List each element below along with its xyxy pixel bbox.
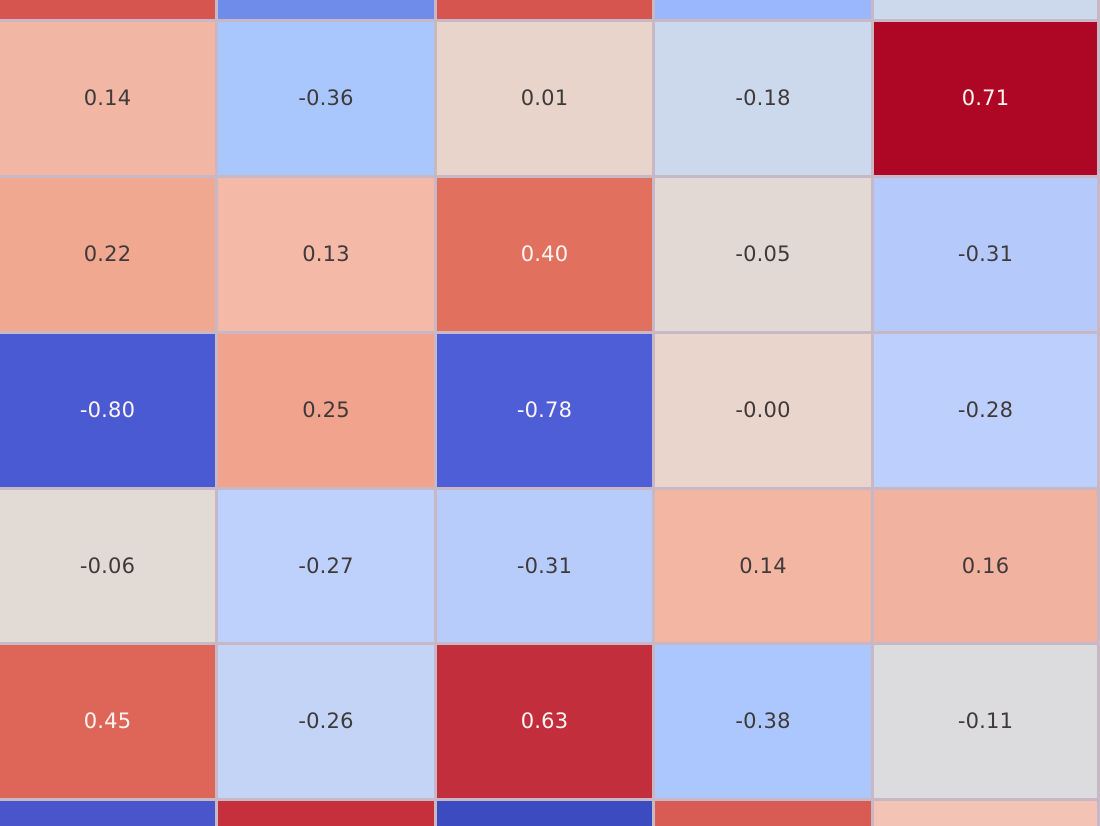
heatmap-cell[interactable]: 0.13 xyxy=(218,178,434,331)
heatmap-cell-value: -0.78 xyxy=(516,398,573,422)
heatmap-cell-value: -0.36 xyxy=(298,86,354,110)
heatmap-cell-value: -0.27 xyxy=(298,553,354,578)
heatmap-cell[interactable]: -0.06 xyxy=(0,490,215,642)
heatmap-cell-value: 0.40 xyxy=(520,242,569,266)
heatmap-cell[interactable] xyxy=(0,801,215,826)
heatmap-cell[interactable]: 0.14 xyxy=(0,22,215,175)
heatmap-cell-value: -0.38 xyxy=(735,709,791,733)
heatmap-cell[interactable]: 0.01 xyxy=(437,22,652,175)
heatmap-cell[interactable]: 0.71 xyxy=(874,22,1097,175)
heatmap-cell-value: -0.06 xyxy=(79,553,136,578)
heatmap-cell-value: 0.45 xyxy=(83,709,132,733)
heatmap-cell[interactable] xyxy=(655,0,871,19)
heatmap-cell-value: -0.00 xyxy=(735,398,791,422)
heatmap-cell[interactable] xyxy=(655,801,871,826)
heatmap-cell[interactable]: -0.78 xyxy=(437,334,652,487)
heatmap-cell-value: -0.28 xyxy=(957,398,1014,422)
heatmap-cell[interactable]: -0.36 xyxy=(218,22,434,175)
heatmap-cell-value: 0.71 xyxy=(961,86,1010,110)
heatmap-cell[interactable]: -0.28 xyxy=(874,334,1097,487)
heatmap-cell[interactable]: -0.05 xyxy=(655,178,871,331)
heatmap-cell[interactable]: 0.40 xyxy=(437,178,652,331)
heatmap-cell[interactable]: 0.16 xyxy=(874,490,1097,642)
heatmap-cell[interactable]: -0.18 xyxy=(655,22,871,175)
heatmap-cell[interactable]: -0.00 xyxy=(655,334,871,487)
heatmap-cell-value: 0.14 xyxy=(739,553,787,578)
heatmap-cell[interactable]: -0.38 xyxy=(655,645,871,798)
heatmap-cell-value: -0.05 xyxy=(735,242,791,266)
heatmap-cell[interactable]: -0.27 xyxy=(218,490,434,642)
heatmap-cell-value: -0.31 xyxy=(516,553,573,578)
heatmap-cell-value: -0.18 xyxy=(735,86,791,110)
heatmap-cell-value: -0.26 xyxy=(298,709,354,733)
heatmap-cell[interactable]: 0.63 xyxy=(437,645,652,798)
heatmap-cell[interactable] xyxy=(218,801,434,826)
heatmap-cell[interactable] xyxy=(218,0,434,19)
heatmap-cell[interactable] xyxy=(0,0,215,19)
heatmap-cell-value: 0.16 xyxy=(961,553,1010,578)
heatmap-cell[interactable] xyxy=(437,801,652,826)
heatmap-cell[interactable] xyxy=(874,0,1097,19)
heatmap-cell-value: 0.25 xyxy=(302,398,350,422)
heatmap-cell[interactable]: 0.22 xyxy=(0,178,215,331)
heatmap-cell-value: 0.22 xyxy=(83,242,132,266)
heatmap-cell[interactable] xyxy=(874,801,1097,826)
heatmap-cell[interactable]: -0.26 xyxy=(218,645,434,798)
heatmap-cell-value: 0.01 xyxy=(520,86,569,110)
heatmap-cell-value: -0.11 xyxy=(957,709,1014,733)
heatmap-cell[interactable]: 0.25 xyxy=(218,334,434,487)
heatmap-cell[interactable]: -0.80 xyxy=(0,334,215,487)
heatmap-cell-value: 0.63 xyxy=(520,709,569,733)
heatmap-cell[interactable] xyxy=(437,0,652,19)
heatmap-cell-value: -0.31 xyxy=(957,242,1014,266)
heatmap-cell[interactable]: -0.31 xyxy=(874,178,1097,331)
heatmap-cell[interactable]: -0.31 xyxy=(437,490,652,642)
heatmap-cell[interactable]: 0.14 xyxy=(655,490,871,642)
heatmap-cell[interactable]: 0.45 xyxy=(0,645,215,798)
heatmap-cell-value: 0.14 xyxy=(83,86,132,110)
heatmap-cell-value: 0.13 xyxy=(302,242,350,266)
heatmap-cell-value: -0.80 xyxy=(79,398,136,422)
heatmap-cell[interactable]: -0.11 xyxy=(874,645,1097,798)
